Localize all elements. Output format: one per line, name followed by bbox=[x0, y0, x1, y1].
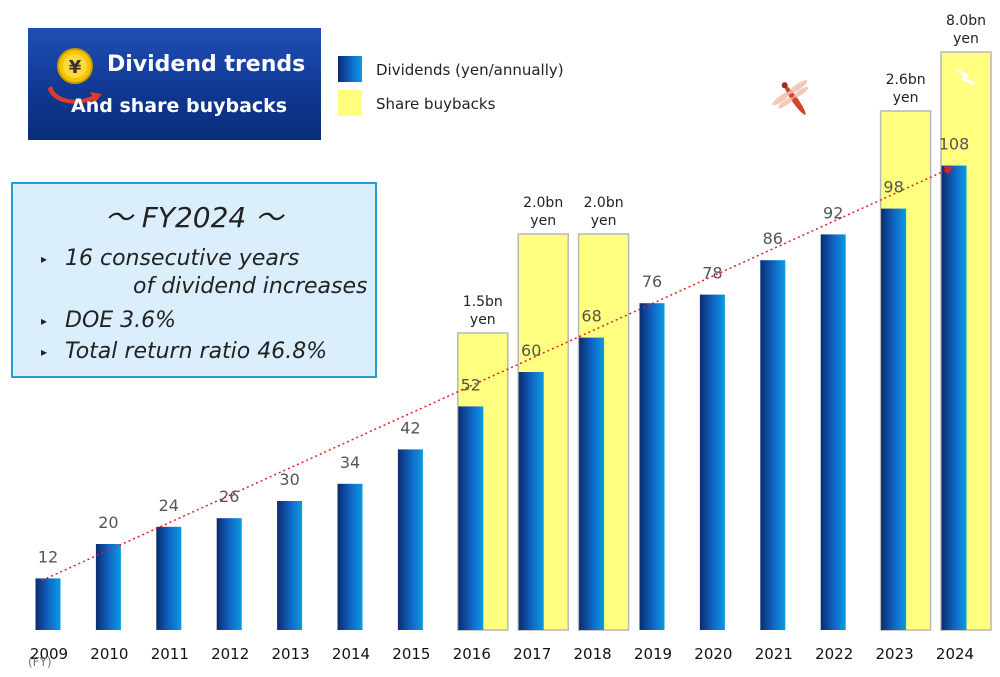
dividend-bar-2010 bbox=[95, 544, 121, 630]
dividend-bar-2023 bbox=[881, 208, 907, 630]
legend-dividends-swatch bbox=[338, 56, 362, 82]
buyback-label-amount-2016: 1.5bn bbox=[463, 294, 503, 310]
x-tick-label-2009: 2009 bbox=[30, 645, 68, 663]
x-tick-label-2014: 2014 bbox=[332, 645, 370, 663]
x-tick-label-2013: 2013 bbox=[272, 645, 310, 663]
dividend-value-label-2010: 20 bbox=[98, 513, 118, 532]
trend-line bbox=[41, 166, 954, 582]
highlight-item-continuation: of dividend increases bbox=[133, 274, 368, 299]
dividend-bar-2012 bbox=[216, 518, 242, 630]
highlight-item: Total return ratio 46.8% bbox=[65, 339, 328, 364]
x-tick-label-2012: 2012 bbox=[211, 645, 249, 663]
x-tick-label-2010: 2010 bbox=[90, 645, 128, 663]
highlight-item: 16 consecutive years bbox=[65, 246, 300, 271]
x-tick-label-2021: 2021 bbox=[755, 645, 793, 663]
x-tick-label-2019: 2019 bbox=[634, 645, 672, 663]
bullet-icon: ▸ bbox=[41, 314, 48, 328]
dividend-value-label-2015: 42 bbox=[400, 418, 420, 437]
buyback-label-unit-2017: yen bbox=[530, 213, 556, 229]
dividend-bar-2009 bbox=[35, 578, 61, 630]
buyback-label-unit-2018: yen bbox=[591, 213, 617, 229]
x-tick-label-2015: 2015 bbox=[392, 645, 430, 663]
buyback-label-unit-2024: yen bbox=[953, 31, 979, 47]
dividend-bar-2021 bbox=[760, 260, 786, 630]
yen-coin-icon: ¥ bbox=[48, 48, 102, 104]
bullet-icon: ▸ bbox=[41, 252, 48, 266]
chart-title: Dividend trends bbox=[107, 52, 306, 77]
dragonfly-icon bbox=[772, 80, 809, 115]
dividend-bar-2017 bbox=[518, 372, 544, 630]
dividend-bar-2014 bbox=[337, 483, 363, 630]
fy2024-highlights-box: ～ FY2024 ～ ▸ 16 consecutive years of div… bbox=[11, 182, 377, 378]
dividend-value-label-2022: 92 bbox=[823, 203, 843, 222]
buyback-label-unit-2016: yen bbox=[470, 312, 496, 328]
buyback-label-unit-2023: yen bbox=[893, 90, 919, 106]
chart-subtitle: And share buybacks bbox=[71, 95, 288, 117]
x-tick-label-2022: 2022 bbox=[815, 645, 853, 663]
legend-dividends-label: Dividends (yen/annually) bbox=[376, 61, 564, 79]
highlight-item: DOE 3.6% bbox=[65, 308, 177, 333]
x-tick-label-2018: 2018 bbox=[574, 645, 612, 663]
title-panel: ¥ Dividend trends And share buybacks bbox=[28, 28, 321, 140]
highlights-heading: ～ FY2024 ～ bbox=[104, 201, 284, 234]
dividend-value-label-2011: 24 bbox=[159, 496, 179, 515]
dividend-value-label-2009: 12 bbox=[38, 547, 58, 566]
svg-text:¥: ¥ bbox=[69, 57, 82, 78]
dividend-bar-2013 bbox=[277, 501, 303, 630]
dividend-bar-2019 bbox=[639, 303, 665, 630]
dividend-bar-2024 bbox=[941, 165, 967, 630]
dividend-bar-2018 bbox=[579, 337, 605, 630]
dividend-value-label-2013: 30 bbox=[279, 470, 299, 489]
dividend-bar-2022 bbox=[820, 234, 846, 630]
buyback-label-amount-2018: 2.0bn bbox=[584, 195, 624, 211]
x-tick-label-2017: 2017 bbox=[513, 645, 551, 663]
dividend-value-label-2020: 78 bbox=[702, 264, 722, 283]
axis-unit-label: (FY) bbox=[28, 655, 52, 669]
x-tick-label-2011: 2011 bbox=[151, 645, 189, 663]
x-tick-label-2020: 2020 bbox=[694, 645, 732, 663]
dividend-bar-2016 bbox=[458, 406, 484, 630]
buyback-label-amount-2023: 2.6bn bbox=[886, 72, 926, 88]
legend-buybacks-swatch bbox=[338, 90, 362, 116]
bullet-icon: ▸ bbox=[41, 345, 48, 359]
dividend-value-label-2016: 52 bbox=[461, 375, 481, 394]
dividend-value-label-2019: 76 bbox=[642, 272, 662, 291]
x-tick-label-2016: 2016 bbox=[453, 645, 491, 663]
dividend-value-label-2024: 108 bbox=[939, 135, 970, 154]
buyback-label-amount-2017: 2.0bn bbox=[523, 195, 563, 211]
dividend-value-label-2012: 26 bbox=[219, 487, 239, 506]
buyback-label-amount-2024: 8.0bn bbox=[946, 13, 986, 29]
dividend-value-label-2017: 60 bbox=[521, 341, 541, 360]
dividend-value-label-2021: 86 bbox=[763, 229, 783, 248]
dividend-bar-2011 bbox=[156, 526, 182, 630]
dividend-value-label-2018: 68 bbox=[581, 307, 601, 326]
x-tick-label-2023: 2023 bbox=[876, 645, 914, 663]
axis-break-mark bbox=[956, 68, 976, 86]
dividend-value-label-2014: 34 bbox=[340, 453, 360, 472]
x-tick-label-2024: 2024 bbox=[936, 645, 974, 663]
legend-buybacks-label: Share buybacks bbox=[376, 95, 496, 113]
dividend-bar-2020 bbox=[699, 294, 725, 630]
dividend-bar-2015 bbox=[397, 449, 423, 630]
